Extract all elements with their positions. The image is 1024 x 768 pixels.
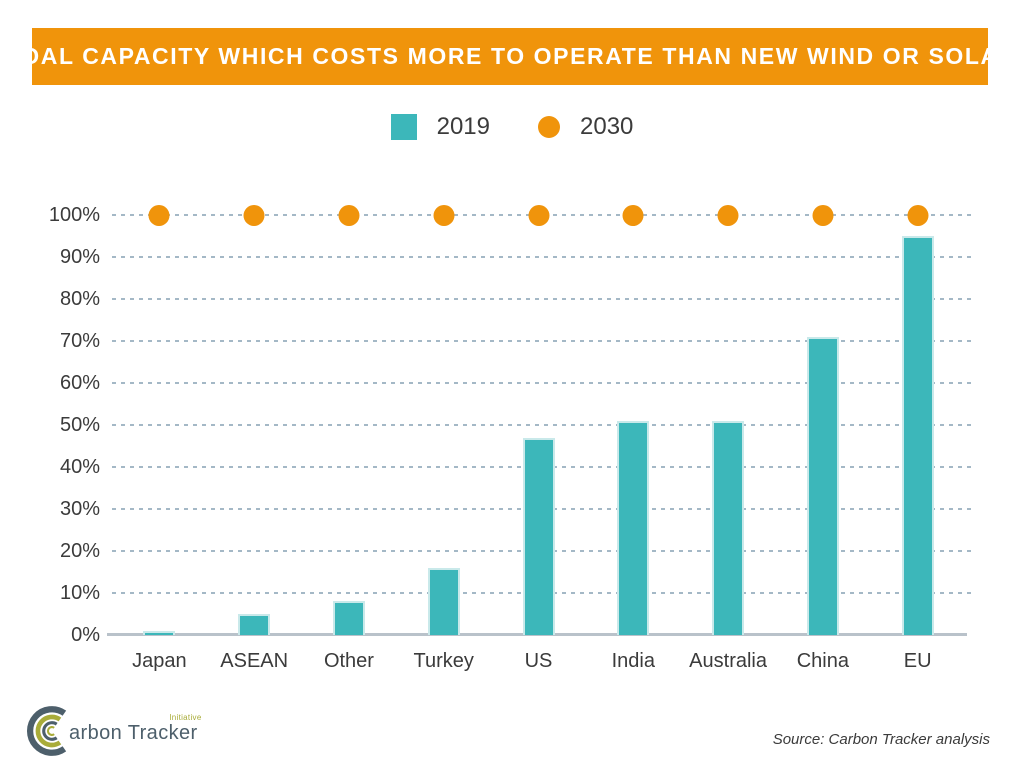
y-tick-label: 50% <box>59 414 100 436</box>
y-tick-label: 30% <box>59 498 100 520</box>
gridline <box>112 382 975 384</box>
bar-2019-asean <box>238 614 271 635</box>
y-tick-label: 100% <box>48 204 100 226</box>
dot-2030-eu <box>907 204 929 226</box>
gridline <box>112 256 975 258</box>
logo-wordmark: arbon Tracker <box>69 721 198 744</box>
legend-swatch-2019-square <box>390 114 417 140</box>
dot-2030-china <box>812 204 834 226</box>
dot-2030-india <box>622 204 644 226</box>
y-tick-label: 0% <box>71 624 100 646</box>
category-column-eu <box>870 204 965 635</box>
x-category-label: Turkey <box>413 650 474 672</box>
category-column-other <box>302 204 397 635</box>
category-column-australia <box>681 204 776 635</box>
title-banner: COAL CAPACITY WHICH COSTS MORE TO OPERAT… <box>3 28 1015 85</box>
legend-swatch-2030-circle <box>538 116 560 138</box>
category-column-japan <box>112 204 207 635</box>
bar-2019-china <box>806 336 839 635</box>
x-category-label: India <box>611 650 655 672</box>
bar-2019-japan <box>143 630 176 635</box>
dot-2030-australia <box>717 204 739 226</box>
x-axis-labels: Japan ASEAN Other Turkey US India Australia Chi… <box>112 650 965 673</box>
y-tick-label: 80% <box>59 288 100 310</box>
x-category-label: Other <box>323 650 374 672</box>
x-category-label: Australia <box>689 650 767 672</box>
logo-initiative-badge: Initiative <box>169 712 202 722</box>
y-tick-label: 70% <box>59 330 100 352</box>
legend-label-2030: 2030 <box>580 113 634 140</box>
bar-2019-eu <box>901 236 934 635</box>
y-tick-label: 10% <box>59 582 100 604</box>
y-tick-label: 40% <box>59 456 100 478</box>
bar-2019-india <box>617 420 650 635</box>
dot-2030-turkey <box>433 204 455 226</box>
gridline <box>112 340 975 342</box>
chart-legend: 2019 2030 <box>0 113 1024 141</box>
category-column-china <box>775 204 870 635</box>
source-note: Source: Carbon Tracker analysis <box>772 731 990 748</box>
category-column-turkey <box>396 204 491 635</box>
bar-2019-turkey <box>427 567 460 635</box>
legend-item-2019: 2019 <box>390 113 490 141</box>
x-category-label: EU <box>903 650 932 672</box>
plot-area <box>107 204 975 636</box>
gridline <box>112 298 975 300</box>
y-axis-labels: 0% 10% 20% 30% 40% 50% 60% 70% 80% 90% 100% <box>18 205 100 645</box>
gridline <box>112 424 975 426</box>
x-category-label: China <box>796 650 849 672</box>
category-column-us <box>491 204 586 635</box>
logo-wordmark-wrap: arbon Tracker Initiative <box>69 713 201 745</box>
y-tick-label: 60% <box>59 372 100 394</box>
dot-2030-other <box>338 204 360 226</box>
bar-columns <box>112 204 965 635</box>
dot-2030-asean <box>243 204 265 226</box>
bar-2019-us <box>522 437 555 635</box>
y-tick-label: 90% <box>59 246 100 268</box>
carbon-tracker-logo: arbon Tracker Initiative <box>26 703 201 759</box>
x-category-label: ASEAN <box>220 650 289 672</box>
dot-2030-japan <box>148 204 170 226</box>
dot-2030-us <box>528 204 550 226</box>
x-category-label: Japan <box>132 650 187 672</box>
category-column-asean <box>207 204 302 635</box>
carbon-tracker-logo-mark-icon <box>26 703 82 759</box>
x-category-label: US <box>524 650 553 672</box>
category-column-india <box>586 204 681 635</box>
y-tick-label: 20% <box>59 540 100 562</box>
legend-item-2030: 2030 <box>538 113 633 141</box>
chart-title: COAL CAPACITY WHICH COSTS MORE TO OPERAT… <box>3 43 1017 69</box>
bar-2019-other <box>332 601 365 635</box>
legend-label-2019: 2019 <box>436 113 490 140</box>
bar-2019-australia <box>712 420 745 635</box>
